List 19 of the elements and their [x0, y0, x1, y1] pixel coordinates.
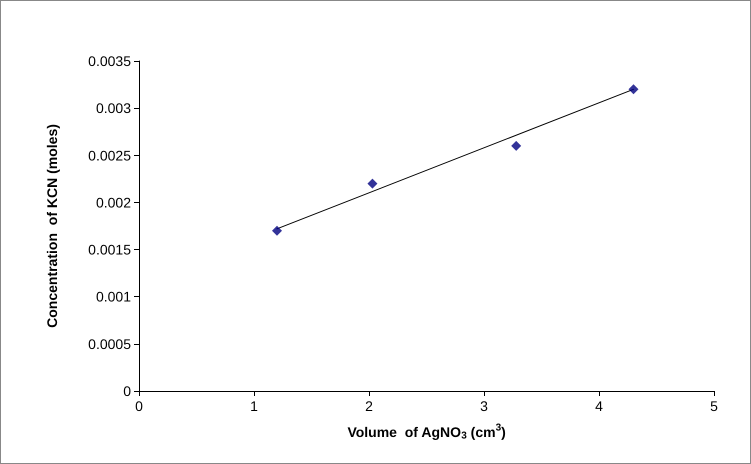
- x-tick-label: 0: [135, 398, 144, 414]
- x-tick-label: 5: [710, 398, 718, 414]
- y-tick-label: 0.003: [96, 100, 132, 116]
- point: [511, 140, 522, 151]
- y-tick-label: 0.0005: [88, 336, 132, 352]
- point: [272, 226, 282, 236]
- y-tick-label: 0.0035: [88, 53, 132, 69]
- y-tick-label: 0: [123, 383, 132, 399]
- point: [367, 178, 378, 189]
- x-tick-label: 4: [595, 398, 604, 414]
- x-tick-label: 2: [365, 398, 374, 414]
- point: [628, 84, 638, 94]
- x-tick-label: 3: [480, 398, 488, 414]
- y-tick-label: 0.002: [96, 194, 132, 210]
- y-tick-label: 0.0015: [88, 242, 132, 258]
- y-axis-title: Concentration of KCN (moles): [44, 124, 60, 328]
- y-tick-label: 0.0025: [88, 147, 132, 164]
- y-tick-label: 0.001: [96, 288, 132, 305]
- x-tick-label: 1: [250, 398, 258, 414]
